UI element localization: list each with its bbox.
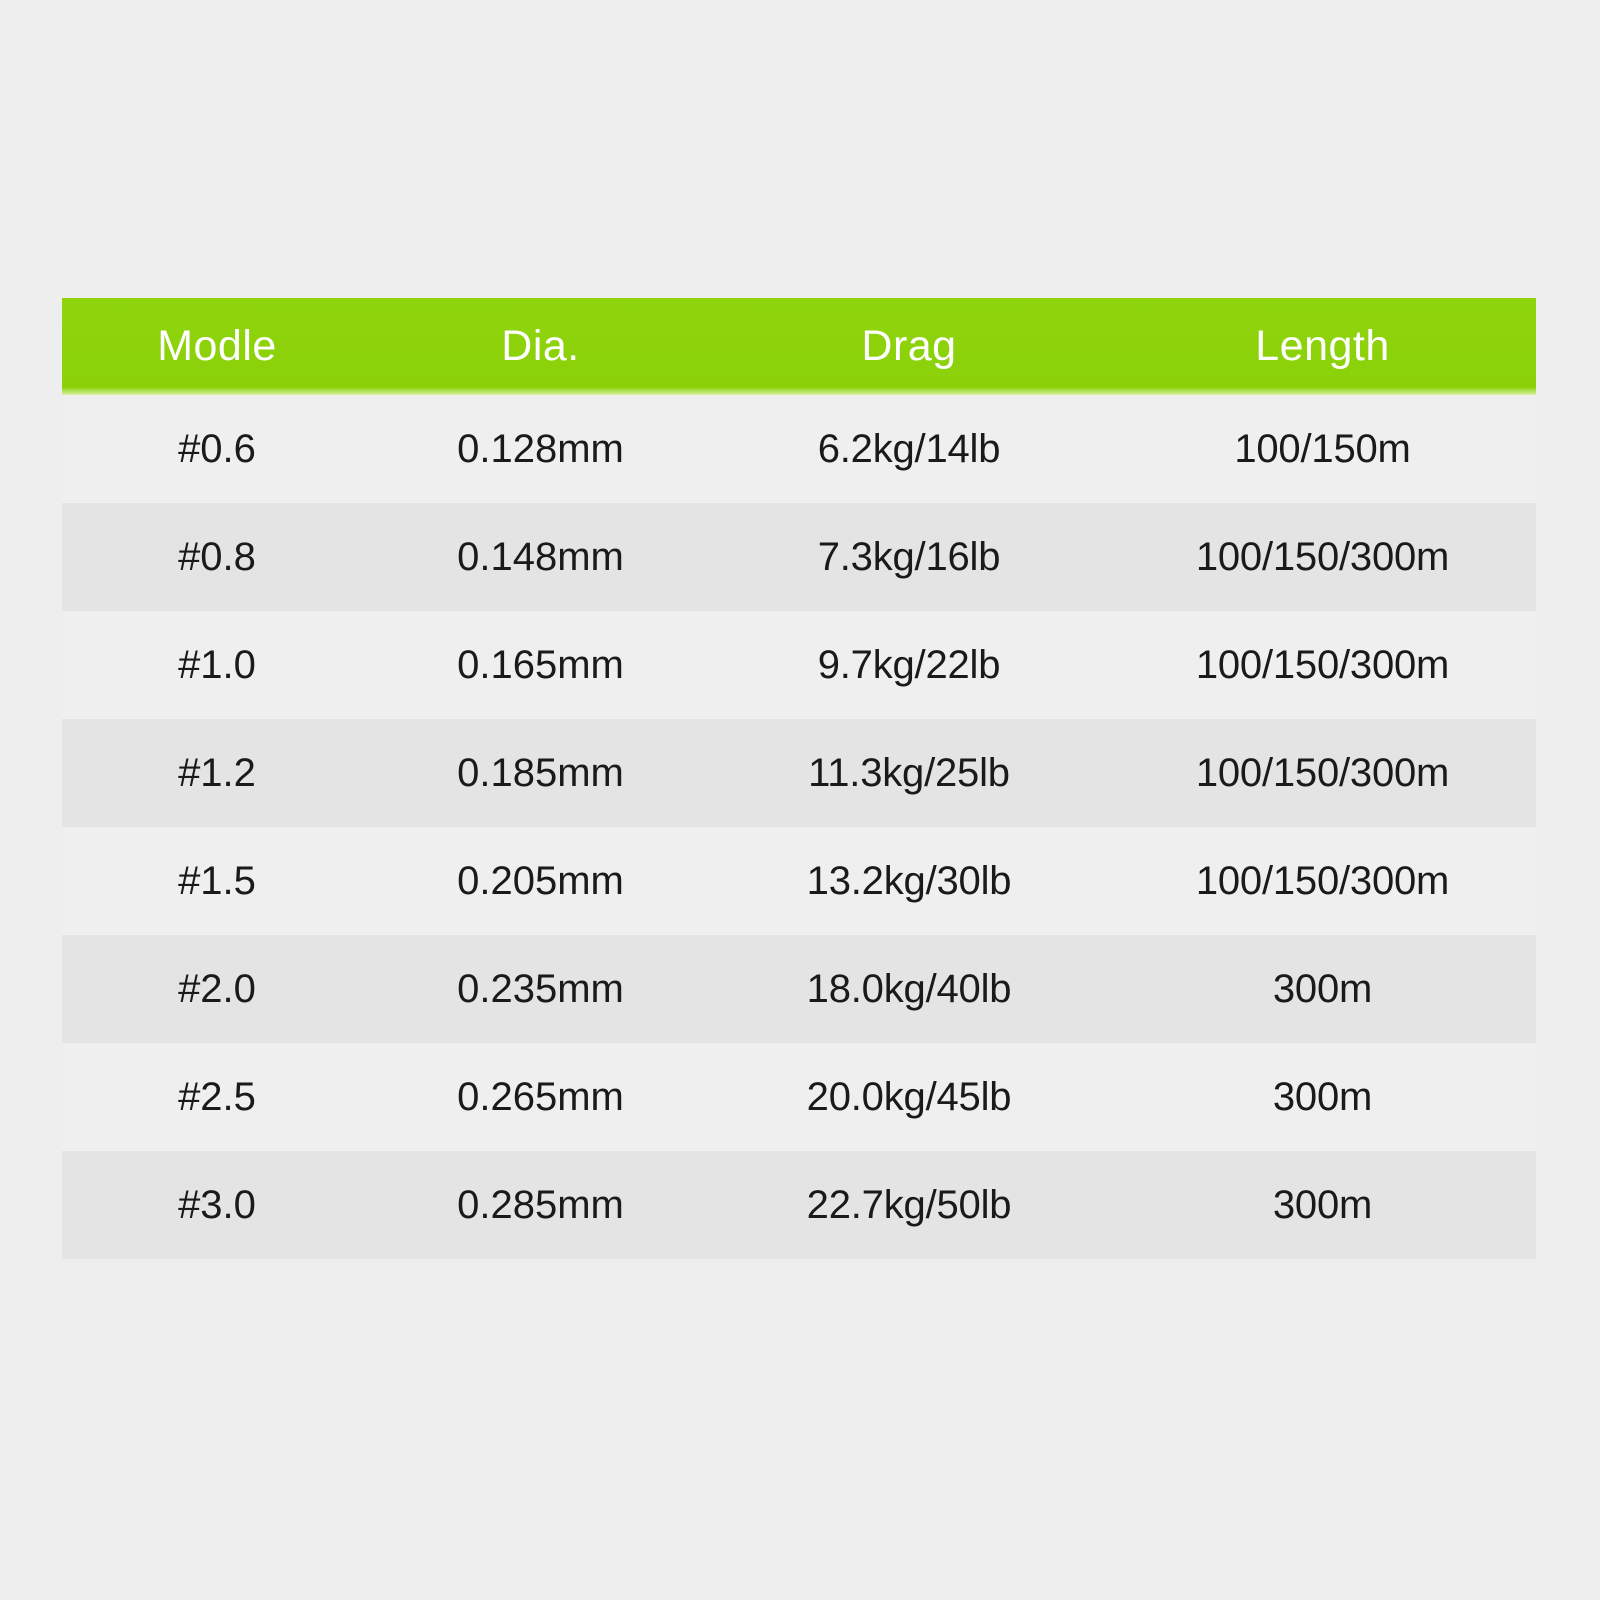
table-header: Modle Dia. Drag Length xyxy=(62,298,1536,395)
cell-length: 100/150/300m xyxy=(1195,535,1450,579)
cell-dia: 0.205mm xyxy=(457,859,624,903)
cell-drag: 11.3kg/25lb xyxy=(808,751,1010,795)
cell-dia: 0.165mm xyxy=(457,643,624,687)
cell-length: 100/150m xyxy=(1234,427,1411,471)
cell-length: 300m xyxy=(1272,1075,1373,1119)
cell-dia: 0.235mm xyxy=(457,967,624,1011)
cell-model: #0.8 xyxy=(178,535,256,579)
cell-drag: 13.2kg/30lb xyxy=(806,859,1012,903)
table-row: #2.5 0.265mm 20.0kg/45lb 300m xyxy=(62,1043,1536,1151)
cell-drag: 20.0kg/45lb xyxy=(806,1075,1012,1119)
cell-drag: 6.2kg/14lb xyxy=(817,427,1001,471)
cell-dia: 0.265mm xyxy=(457,1075,624,1119)
cell-model: #1.2 xyxy=(178,751,256,795)
cell-model: #0.6 xyxy=(178,427,256,471)
table-row: #0.6 0.128mm 6.2kg/14lb 100/150m xyxy=(62,395,1536,503)
cell-model: #3.0 xyxy=(178,1183,256,1227)
cell-drag: 22.7kg/50lb xyxy=(806,1183,1012,1227)
cell-model: #2.0 xyxy=(178,967,256,1011)
cell-length: 300m xyxy=(1272,1183,1373,1227)
table-row: #1.0 0.165mm 9.7kg/22lb 100/150/300m xyxy=(62,611,1536,719)
cell-model: #1.5 xyxy=(178,859,256,903)
cell-dia: 0.128mm xyxy=(457,427,624,471)
column-header-dia: Dia. xyxy=(501,322,580,370)
column-header-model: Modle xyxy=(157,322,277,370)
cell-model: #1.0 xyxy=(178,643,256,687)
cell-model: #2.5 xyxy=(178,1075,256,1119)
table-header-row: Modle Dia. Drag Length xyxy=(62,298,1536,395)
cell-drag: 9.7kg/22lb xyxy=(817,643,1001,687)
table-body: #0.6 0.128mm 6.2kg/14lb 100/150m #0.8 0.… xyxy=(62,395,1536,1259)
table-row: #2.0 0.235mm 18.0kg/40lb 300m xyxy=(62,935,1536,1043)
cell-length: 100/150/300m xyxy=(1195,859,1450,903)
cell-length: 300m xyxy=(1272,967,1373,1011)
cell-drag: 18.0kg/40lb xyxy=(806,967,1012,1011)
cell-dia: 0.148mm xyxy=(457,535,624,579)
cell-drag: 7.3kg/16lb xyxy=(817,535,1001,579)
column-header-drag: Drag xyxy=(861,322,957,370)
specification-table: Modle Dia. Drag Length #0.6 0.128mm 6.2k… xyxy=(62,298,1536,1259)
column-header-length: Length xyxy=(1255,322,1390,370)
cell-length: 100/150/300m xyxy=(1195,751,1450,795)
table-row: #1.5 0.205mm 13.2kg/30lb 100/150/300m xyxy=(62,827,1536,935)
table-row: #1.2 0.185mm 11.3kg/25lb 100/150/300m xyxy=(62,719,1536,827)
table-row: #0.8 0.148mm 7.3kg/16lb 100/150/300m xyxy=(62,503,1536,611)
cell-length: 100/150/300m xyxy=(1195,643,1450,687)
table-row: #3.0 0.285mm 22.7kg/50lb 300m xyxy=(62,1151,1536,1259)
cell-dia: 0.185mm xyxy=(457,751,624,795)
cell-dia: 0.285mm xyxy=(457,1183,624,1227)
